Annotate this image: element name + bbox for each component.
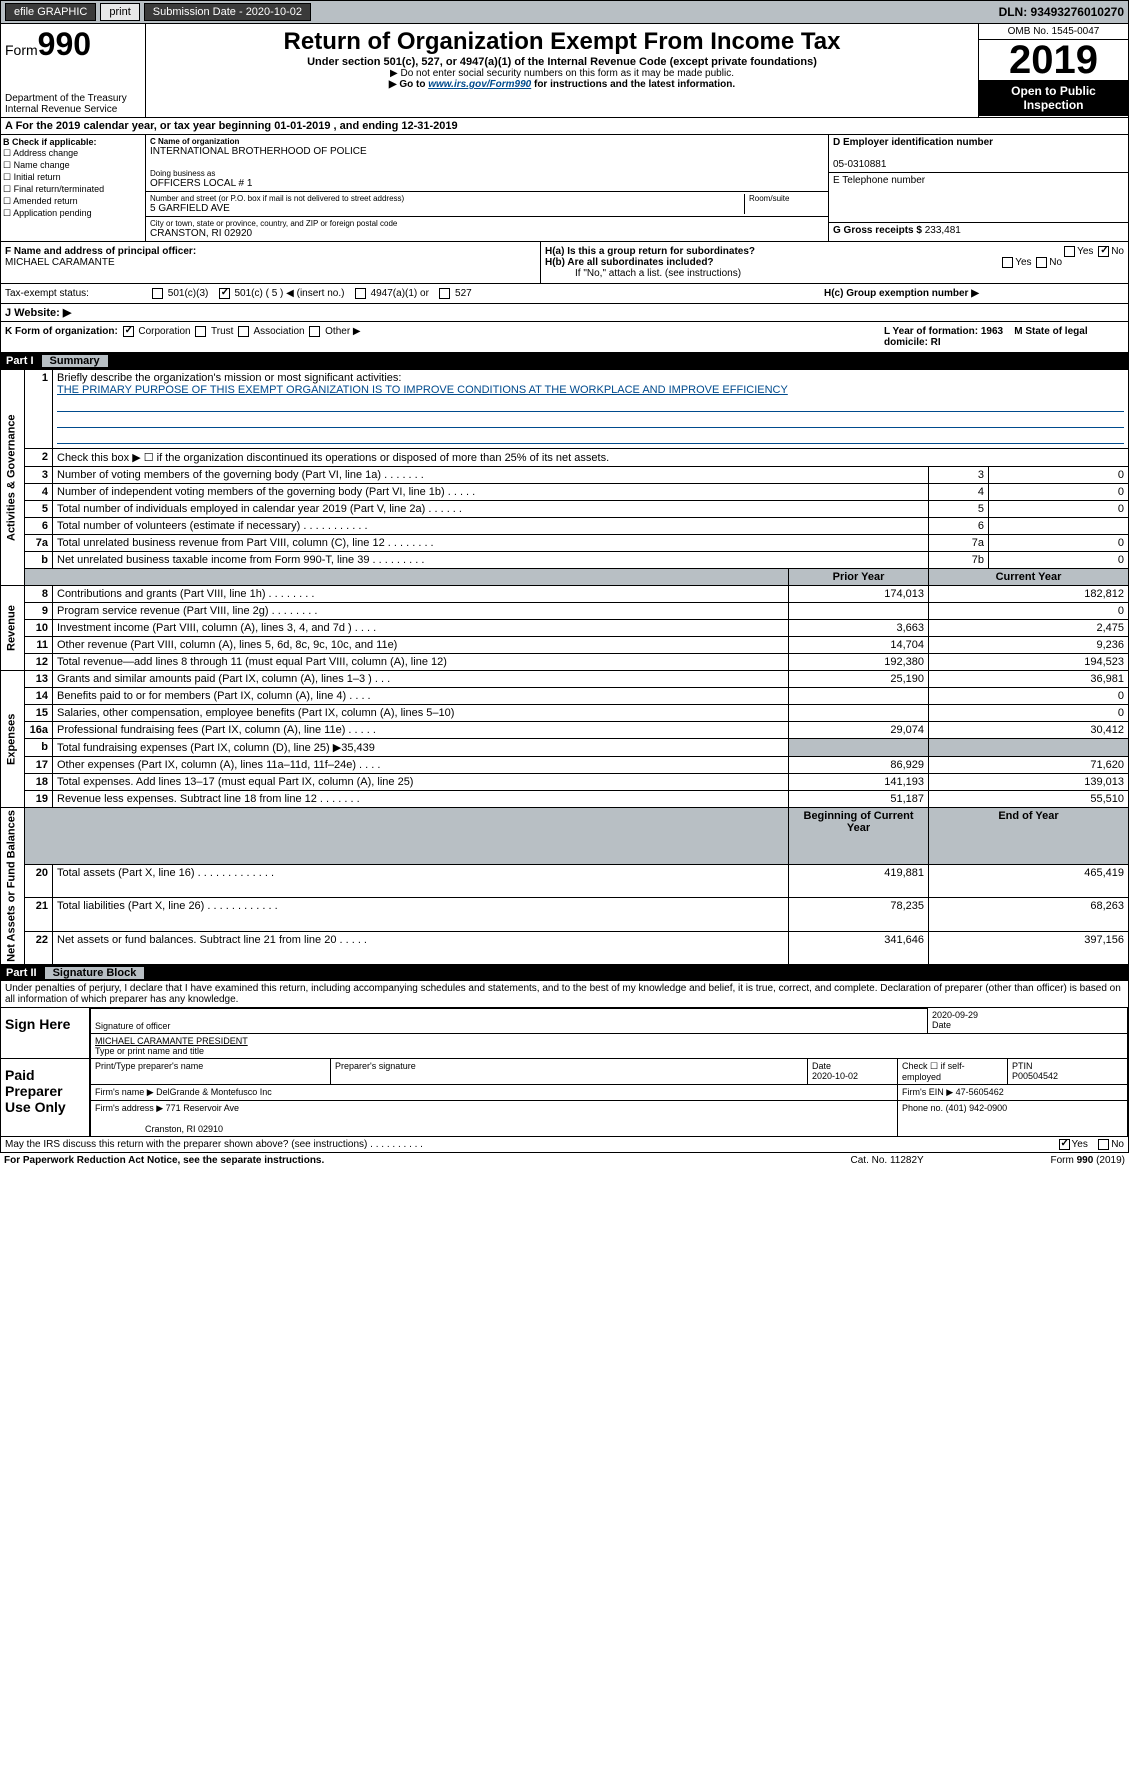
cb-amended[interactable]: ☐ Amended return bbox=[3, 196, 143, 207]
box-g-label: G Gross receipts $ bbox=[833, 225, 922, 236]
row-f-h: F Name and address of principal officer:… bbox=[0, 242, 1129, 284]
box-e-label: E Telephone number bbox=[833, 175, 925, 186]
goto-pre: ▶ Go to bbox=[389, 79, 428, 90]
perjury-text: Under penalties of perjury, I declare th… bbox=[0, 981, 1129, 1008]
hb-label: H(b) Are all subordinates included? bbox=[545, 257, 714, 268]
cb-other[interactable] bbox=[309, 326, 320, 337]
ssn-note: ▶ Do not enter social security numbers o… bbox=[150, 68, 974, 79]
tax-year: 2019 bbox=[979, 40, 1128, 80]
ha-no[interactable] bbox=[1098, 246, 1109, 257]
side-expenses: Expenses bbox=[1, 671, 25, 808]
box-b-label: B Check if applicable: bbox=[3, 137, 97, 147]
cb-527[interactable] bbox=[439, 288, 450, 299]
form-title: Return of Organization Exempt From Incom… bbox=[150, 28, 974, 56]
box-c-label: C Name of organization bbox=[150, 137, 239, 146]
city-label: City or town, state or province, country… bbox=[150, 219, 824, 228]
print-button[interactable]: print bbox=[100, 3, 139, 21]
hb-note: If "No," attach a list. (see instruction… bbox=[545, 268, 1124, 279]
addr-value: 5 GARFIELD AVE bbox=[150, 203, 744, 214]
officer-name: MICHAEL CARAMANTE bbox=[5, 257, 115, 268]
form-header: Form990 Department of the Treasury Inter… bbox=[0, 24, 1129, 118]
irs-link[interactable]: www.irs.gov/Form990 bbox=[428, 79, 531, 90]
form-ref: Form 990 (2019) bbox=[1051, 1155, 1125, 1166]
footer: For Paperwork Reduction Act Notice, see … bbox=[0, 1153, 1129, 1168]
cb-4947[interactable] bbox=[355, 288, 366, 299]
ha-yes[interactable] bbox=[1064, 246, 1075, 257]
cb-name-change[interactable]: ☐ Name change bbox=[3, 160, 143, 171]
dept-label: Department of the Treasury Internal Reve… bbox=[5, 93, 141, 115]
row-j-website: J Website: ▶ bbox=[0, 304, 1129, 322]
cat-no: Cat. No. 11282Y bbox=[851, 1155, 1051, 1166]
row-l: L Year of formation: 1963 bbox=[884, 326, 1003, 337]
part1-table: Activities & Governance 1 Briefly descri… bbox=[0, 369, 1129, 965]
l1-label: Briefly describe the organization's miss… bbox=[57, 372, 401, 384]
part1-header: Part I Summary bbox=[0, 353, 1129, 369]
hb-yes[interactable] bbox=[1002, 257, 1013, 268]
hc-label: H(c) Group exemption number ▶ bbox=[824, 288, 979, 299]
cb-trust[interactable] bbox=[195, 326, 206, 337]
l2-text: Check this box ▶ ☐ if the organization d… bbox=[53, 449, 1129, 467]
dba-value: OFFICERS LOCAL # 1 bbox=[150, 178, 824, 189]
tax-exempt-label: Tax-exempt status: bbox=[5, 288, 150, 299]
cb-address-change[interactable]: ☐ Address change bbox=[3, 148, 143, 159]
cb-501c[interactable] bbox=[219, 288, 230, 299]
cb-app-pending[interactable]: ☐ Application pending bbox=[3, 208, 143, 219]
discuss-no[interactable] bbox=[1098, 1139, 1109, 1150]
submission-date: Submission Date - 2020-10-02 bbox=[144, 3, 311, 21]
cb-initial-return[interactable]: ☐ Initial return bbox=[3, 172, 143, 183]
box-f-label: F Name and address of principal officer: bbox=[5, 246, 196, 257]
hb-no[interactable] bbox=[1036, 257, 1047, 268]
addr-label: Number and street (or P.O. box if mail i… bbox=[150, 194, 744, 203]
paid-preparer-label: Paid Preparer Use Only bbox=[1, 1059, 91, 1136]
ha-label: H(a) Is this a group return for subordin… bbox=[545, 246, 755, 257]
sign-here-block: Sign Here Signature of officer 2020-09-2… bbox=[0, 1008, 1129, 1059]
cb-final-return[interactable]: ☐ Final return/terminated bbox=[3, 184, 143, 195]
discuss-row: May the IRS discuss this return with the… bbox=[0, 1137, 1129, 1153]
cb-corp[interactable] bbox=[123, 326, 134, 337]
org-name: INTERNATIONAL BROTHERHOOD OF POLICE bbox=[150, 146, 824, 157]
ein-value: 05-0310881 bbox=[833, 159, 886, 170]
dba-label: Doing business as bbox=[150, 169, 824, 178]
paid-preparer-block: Paid Preparer Use Only Print/Type prepar… bbox=[0, 1059, 1129, 1137]
dln-label: DLN: 93493276010270 bbox=[999, 5, 1124, 19]
box-d-label: D Employer identification number bbox=[833, 137, 993, 148]
section-b-through-g: B Check if applicable: ☐ Address change … bbox=[0, 135, 1129, 242]
sign-here-label: Sign Here bbox=[1, 1008, 91, 1058]
city-value: CRANSTON, RI 02920 bbox=[150, 228, 824, 239]
side-activities: Activities & Governance bbox=[1, 370, 25, 586]
pra-notice: For Paperwork Reduction Act Notice, see … bbox=[4, 1155, 851, 1166]
row-k: K Form of organization: Corporation Trus… bbox=[0, 322, 1129, 353]
top-bar: efile GRAPHIC print Submission Date - 20… bbox=[0, 0, 1129, 24]
part2-header: Part II Signature Block bbox=[0, 965, 1129, 981]
gross-receipts: 233,481 bbox=[925, 225, 961, 236]
form-subtitle: Under section 501(c), 527, or 4947(a)(1)… bbox=[150, 56, 974, 68]
officer-typed: MICHAEL CARAMANTE PRESIDENT bbox=[95, 1036, 248, 1046]
open-public: Open to Public Inspection bbox=[979, 80, 1128, 116]
l1-text: THE PRIMARY PURPOSE OF THIS EXEMPT ORGAN… bbox=[57, 384, 788, 396]
side-revenue: Revenue bbox=[1, 586, 25, 671]
side-netassets: Net Assets or Fund Balances bbox=[1, 808, 25, 965]
cb-assoc[interactable] bbox=[238, 326, 249, 337]
form-number: 990 bbox=[38, 26, 91, 62]
efile-label: efile GRAPHIC bbox=[5, 3, 96, 21]
room-label: Room/suite bbox=[749, 194, 824, 203]
cb-501c3[interactable] bbox=[152, 288, 163, 299]
discuss-yes[interactable] bbox=[1059, 1139, 1070, 1150]
form-prefix: Form bbox=[5, 42, 38, 58]
row-a-period: A For the 2019 calendar year, or tax yea… bbox=[0, 118, 1129, 135]
row-k-label: K Form of organization: bbox=[5, 326, 118, 337]
goto-post: for instructions and the latest informat… bbox=[531, 79, 735, 90]
row-tax-status: Tax-exempt status: 501(c)(3) 501(c) ( 5 … bbox=[0, 284, 1129, 304]
